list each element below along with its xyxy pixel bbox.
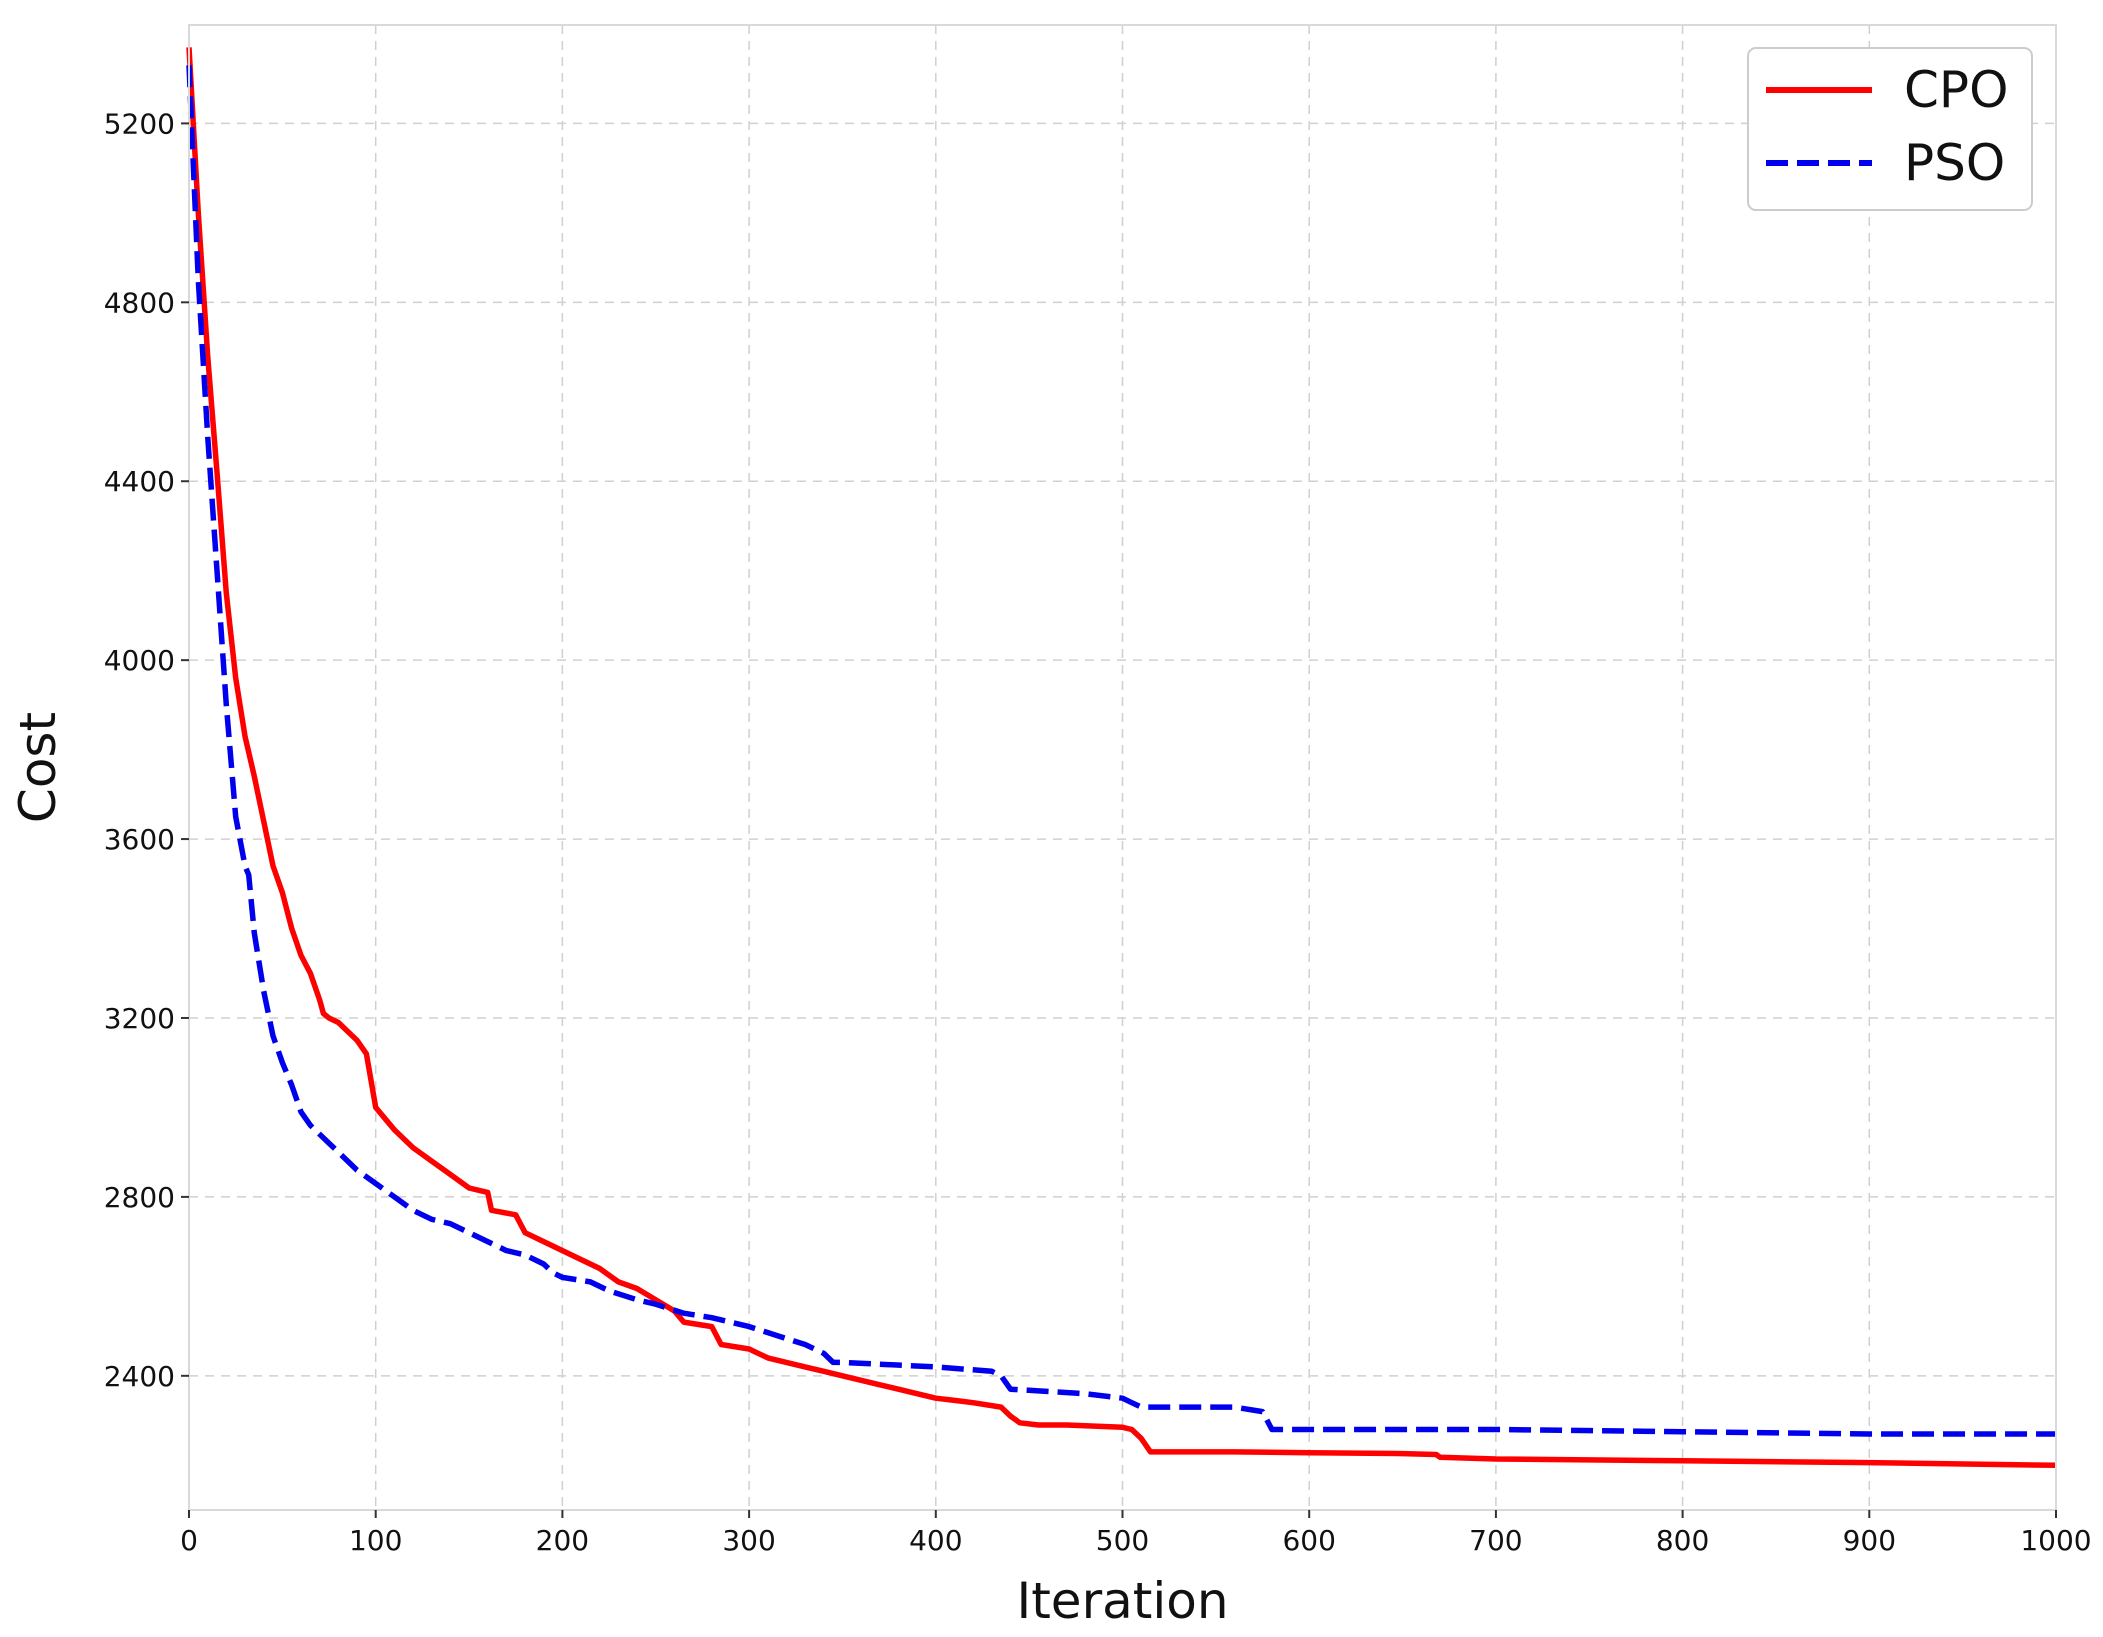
x-tick-label: 600: [1282, 1524, 1335, 1557]
x-tick-label: 800: [1656, 1524, 1709, 1557]
x-tick-label: 400: [909, 1524, 962, 1557]
legend-label-cpo: CPO: [1904, 61, 2008, 119]
legend: CPO PSO: [1747, 47, 2033, 211]
x-tick-label: 1000: [2020, 1524, 2091, 1557]
x-tick-label: 100: [349, 1524, 402, 1557]
y-tick-label: 2400: [104, 1360, 175, 1393]
x-tick-label: 200: [536, 1524, 589, 1557]
series-lines: [186, 47, 2057, 1469]
y-tick-label: 2800: [104, 1181, 175, 1214]
y-tick-label: 4000: [104, 644, 175, 677]
y-tick-label: 4800: [104, 286, 175, 319]
y-tick-label: 4400: [104, 465, 175, 498]
series-line-cpo: [186, 47, 2057, 1469]
y-tick-label: 5200: [104, 107, 175, 140]
x-tick-label: 900: [1843, 1524, 1896, 1557]
x-tick-label: 0: [180, 1524, 198, 1557]
axis-ticks: 0 100 200 300 400 500 600 700 800 900 1000 2400 2800…: [104, 107, 2092, 1557]
y-axis-title: Cost: [9, 712, 67, 823]
x-axis-title: Iteration: [1016, 1572, 1228, 1630]
x-tick-label: 500: [1096, 1524, 1149, 1557]
series-line-pso: [186, 65, 2056, 1437]
legend-label-pso: PSO: [1904, 134, 2005, 192]
y-tick-label: 3600: [104, 823, 175, 856]
y-tick-label: 3200: [104, 1002, 175, 1035]
x-tick-label: 300: [722, 1524, 775, 1557]
x-tick-label: 700: [1469, 1524, 1522, 1557]
